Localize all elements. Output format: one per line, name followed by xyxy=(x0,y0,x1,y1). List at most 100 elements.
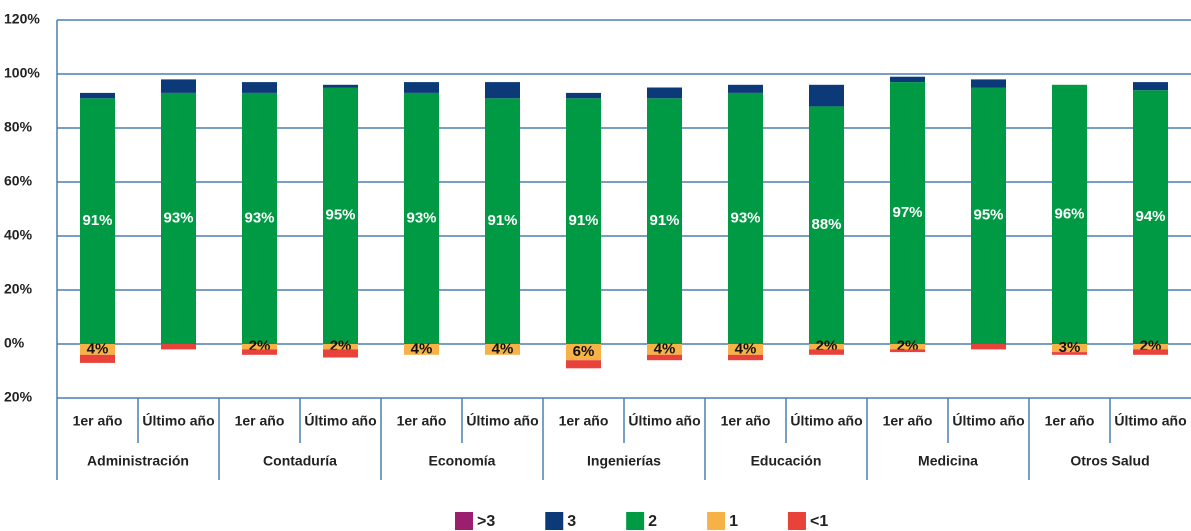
bar-segment xyxy=(161,92,196,345)
bar-segment xyxy=(971,344,1006,350)
bar-segment xyxy=(647,354,682,361)
bar-segment xyxy=(80,92,115,99)
x-tick-label: Último año xyxy=(952,412,1024,429)
x-tick-label: Último año xyxy=(628,412,700,429)
bar-segment xyxy=(161,344,196,350)
bar-segment xyxy=(1133,349,1168,355)
data-label: 4% xyxy=(87,340,109,357)
bar-segment xyxy=(809,106,844,345)
bar-segment xyxy=(242,82,277,93)
x-tick-label: Último año xyxy=(466,412,538,429)
bar-segment xyxy=(404,82,439,93)
group-label: Educación xyxy=(751,453,822,469)
bar-segment xyxy=(728,354,763,361)
x-tick-label: Último año xyxy=(304,412,376,429)
x-tick-label: 1er año xyxy=(721,413,771,429)
bar-segment xyxy=(647,98,682,344)
bar-segment xyxy=(404,92,439,345)
data-label: 91% xyxy=(82,212,112,229)
data-label: 91% xyxy=(649,212,679,229)
y-tick-label: 40% xyxy=(4,227,33,243)
bar-segment xyxy=(323,349,358,358)
bar-segment xyxy=(485,98,520,344)
bar-segment xyxy=(242,92,277,345)
bar-segment xyxy=(161,79,196,93)
bar-segment xyxy=(1133,344,1168,350)
data-label: 91% xyxy=(568,212,598,229)
bar-segment xyxy=(971,79,1006,88)
y-tick-label: 60% xyxy=(4,173,33,189)
bar-segment xyxy=(728,344,763,355)
data-label: 97% xyxy=(892,204,922,221)
bar-segment xyxy=(890,349,925,353)
data-label: 4% xyxy=(735,340,757,357)
bar-segment xyxy=(80,344,115,355)
legend-label: 3 xyxy=(567,513,576,530)
y-tick-label: 20% xyxy=(4,389,33,405)
bar-segment xyxy=(323,87,358,344)
bar-segment xyxy=(647,87,682,99)
group-label: Contaduría xyxy=(263,453,337,469)
legend-label: >3 xyxy=(477,513,495,530)
data-label: 93% xyxy=(406,209,436,226)
bar-segment xyxy=(80,354,115,363)
legend-swatch xyxy=(707,512,726,530)
data-label: 93% xyxy=(163,209,193,226)
legend-swatch xyxy=(545,512,564,530)
bar-segment xyxy=(242,344,277,350)
data-label: 6% xyxy=(573,343,595,360)
data-label: 88% xyxy=(811,216,841,233)
legend-swatch xyxy=(626,512,645,530)
data-label: 94% xyxy=(1135,208,1165,225)
data-label: 93% xyxy=(730,209,760,226)
bar-segment xyxy=(485,344,520,355)
group-label: Administración xyxy=(87,453,189,469)
bar-segment xyxy=(404,344,439,355)
bar-segment xyxy=(890,344,925,350)
legend-swatch xyxy=(787,512,806,530)
data-label: 3% xyxy=(1059,339,1081,356)
y-tick-label: 0% xyxy=(4,335,25,351)
data-label: 96% xyxy=(1054,205,1084,222)
bar-segment xyxy=(728,92,763,345)
y-tick-label: 100% xyxy=(4,65,40,81)
bar-segment xyxy=(1052,84,1087,345)
data-label: 93% xyxy=(244,209,274,226)
group-label: Otros Salud xyxy=(1070,453,1149,469)
x-tick-label: Último año xyxy=(790,412,862,429)
bar-segment xyxy=(647,344,682,355)
bar-segment xyxy=(809,349,844,355)
data-label: 95% xyxy=(973,207,1003,224)
legend-label: 2 xyxy=(648,513,657,530)
group-label: Ingenierías xyxy=(587,453,661,469)
x-tick-label: Último año xyxy=(1114,412,1186,429)
bar-segment xyxy=(809,84,844,107)
data-label: 4% xyxy=(411,340,433,357)
bar-segment xyxy=(566,92,601,99)
x-tick-label: 1er año xyxy=(883,413,933,429)
bar-segment xyxy=(566,344,601,361)
x-tick-label: 1er año xyxy=(559,413,609,429)
bar-segment xyxy=(890,76,925,83)
x-tick-label: 1er año xyxy=(397,413,447,429)
data-label: 2% xyxy=(897,338,919,355)
legend-label: 1 xyxy=(729,513,738,530)
y-tick-label: 20% xyxy=(4,281,33,297)
bar-segment xyxy=(485,82,520,99)
bar-segment xyxy=(80,98,115,344)
x-tick-label: 1er año xyxy=(1045,413,1095,429)
data-label: 4% xyxy=(492,340,514,357)
group-label: Medicina xyxy=(918,453,978,469)
data-label: 4% xyxy=(654,340,676,357)
bar-segment xyxy=(323,344,358,350)
data-label: 91% xyxy=(487,212,517,229)
bar-segment xyxy=(1133,82,1168,91)
x-tick-label: Último año xyxy=(142,412,214,429)
bar-segment xyxy=(566,360,601,369)
legend-label: <1 xyxy=(810,513,828,530)
bar-segment xyxy=(1133,90,1168,344)
bar-segment xyxy=(728,84,763,93)
x-tick-label: 1er año xyxy=(235,413,285,429)
group-label: Economía xyxy=(429,453,496,469)
